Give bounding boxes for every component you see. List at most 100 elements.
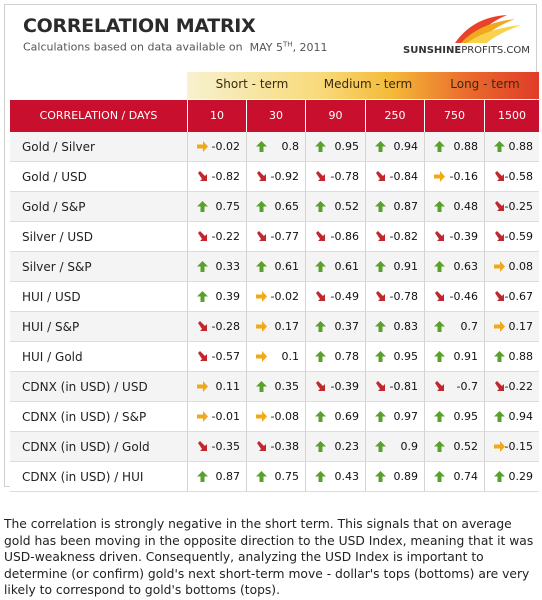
- header-days-750: 750: [444, 109, 465, 122]
- column-divider: [305, 312, 306, 342]
- pair-label: CDNX (in USD) / S&P: [22, 410, 147, 424]
- correlation-cell: -0.35: [188, 432, 246, 462]
- trend-down-arrow-icon: [198, 351, 207, 361]
- correlation-value: 0.52: [453, 440, 479, 453]
- column-divider: [484, 222, 485, 252]
- correlation-cell: -0.81: [366, 372, 424, 402]
- trend-flat-arrow-icon: [197, 411, 208, 422]
- header-days-30: 30: [269, 109, 283, 122]
- trend-up-arrow-icon: [434, 351, 445, 362]
- correlation-cell: 0.87: [366, 192, 424, 222]
- correlation-cell: -0.59: [485, 222, 539, 252]
- column-divider: [365, 402, 366, 432]
- table-row: HUI / S&P -0.28 0.17 0.37 0.83 0.7 0.17: [10, 312, 539, 342]
- commentary-text: The correlation is strongly negative in …: [4, 517, 534, 597]
- correlation-value: -0.46: [449, 290, 478, 303]
- pair-label: CDNX (in USD) / USD: [22, 380, 148, 394]
- pair-label: Silver / S&P: [22, 260, 92, 274]
- column-divider: [187, 132, 188, 162]
- correlation-value: 0.11: [215, 380, 241, 393]
- column-divider: [484, 432, 485, 462]
- term-long: Long - term: [450, 77, 520, 91]
- correlation-cell: 0.35: [247, 372, 305, 402]
- correlation-value: 0.94: [508, 410, 534, 423]
- correlation-value: -0.02: [211, 140, 240, 153]
- correlation-cell: -0.08: [247, 402, 305, 432]
- correlation-value: 0.23: [334, 440, 360, 453]
- correlation-cell: -0.78: [306, 162, 365, 192]
- header-days-90: 90: [328, 109, 343, 122]
- trend-up-arrow-icon: [434, 321, 445, 332]
- correlation-cell: 0.37: [306, 312, 365, 342]
- correlation-cell: 0.91: [366, 252, 424, 282]
- column-divider: [187, 252, 188, 282]
- trend-down-arrow-icon: [316, 291, 325, 301]
- correlation-value: 0.8: [281, 140, 300, 153]
- correlation-value: -0.59: [504, 230, 533, 243]
- correlation-cell: 0.52: [306, 192, 365, 222]
- trend-flat-arrow-icon: [197, 381, 208, 392]
- column-divider: [246, 342, 247, 372]
- table-row: Silver / USD -0.22 -0.77 -0.86 -0.82 -0.39 -0.…: [10, 222, 539, 252]
- trend-up-arrow-icon: [434, 411, 445, 422]
- page-subtitle: Calculations based on data available on …: [23, 40, 328, 54]
- term-short: Short - term: [215, 77, 289, 91]
- column-divider: [424, 432, 425, 462]
- correlation-value: -0.86: [330, 230, 359, 243]
- correlation-value: -0.01: [211, 410, 240, 423]
- correlation-cell: -0.58: [485, 162, 539, 192]
- column-divider: [187, 282, 188, 312]
- column-divider: [365, 192, 366, 222]
- column-divider: [187, 222, 188, 252]
- correlation-cell: 0.65: [247, 192, 305, 222]
- correlation-value: 0.83: [393, 320, 419, 333]
- table-row: HUI / USD 0.39 -0.02 -0.49 -0.78 -0.46 -0.67: [10, 282, 539, 312]
- column-divider: [305, 432, 306, 462]
- trend-down-arrow-icon: [495, 201, 504, 211]
- trend-down-arrow-icon: [495, 381, 504, 391]
- correlation-cell: 0.88: [485, 132, 539, 162]
- trend-up-arrow-icon: [197, 201, 208, 212]
- pair-label: CDNX (in USD) / Gold: [22, 440, 150, 454]
- correlation-cell: 0.97: [366, 402, 424, 432]
- trend-down-arrow-icon: [435, 231, 444, 241]
- trend-up-arrow-icon: [315, 141, 326, 152]
- column-divider: [246, 402, 247, 432]
- trend-up-arrow-icon: [256, 381, 267, 392]
- header-divider: [365, 100, 366, 132]
- correlation-cell: -0.57: [188, 342, 246, 372]
- table-row: Gold / USD -0.82 -0.92 -0.78 -0.84 -0.16 -0.58: [10, 162, 539, 192]
- correlation-value: -0.15: [504, 440, 533, 453]
- column-divider: [246, 312, 247, 342]
- correlation-cell: -0.22: [188, 222, 246, 252]
- correlation-cell: 0.89: [366, 462, 424, 492]
- correlation-value: -0.92: [270, 170, 299, 183]
- header-divider: [246, 100, 247, 132]
- trend-flat-arrow-icon: [256, 291, 267, 302]
- correlation-cell: -0.01: [188, 402, 246, 432]
- correlation-cell: 0.91: [425, 342, 484, 372]
- column-divider: [187, 312, 188, 342]
- trend-down-arrow-icon: [435, 381, 444, 391]
- correlation-cell: 0.39: [188, 282, 246, 312]
- correlation-cell: -0.67: [485, 282, 539, 312]
- correlation-value: 0.75: [274, 470, 300, 483]
- correlation-cell: 0.9: [366, 432, 424, 462]
- correlation-cell: -0.16: [425, 162, 484, 192]
- table-row: Gold / Silver -0.02 0.8 0.95 0.94 0.88 0.88: [10, 132, 539, 162]
- correlation-value: 0.89: [393, 470, 419, 483]
- trend-down-arrow-icon: [495, 291, 504, 301]
- correlation-value: 0.43: [334, 470, 360, 483]
- trend-down-arrow-icon: [376, 231, 385, 241]
- correlation-cell: -0.02: [247, 282, 305, 312]
- column-divider: [424, 222, 425, 252]
- column-divider: [484, 192, 485, 222]
- trend-flat-arrow-icon: [256, 411, 267, 422]
- correlation-value: 0.37: [334, 320, 360, 333]
- column-divider: [365, 132, 366, 162]
- correlation-value: -0.77: [270, 230, 299, 243]
- header-divider: [305, 100, 306, 132]
- correlation-value: 0.91: [393, 260, 419, 273]
- table-header: CORRELATION / DAYS 10 30 90 250 750 1500: [10, 100, 539, 132]
- header-label: CORRELATION / DAYS: [39, 109, 158, 122]
